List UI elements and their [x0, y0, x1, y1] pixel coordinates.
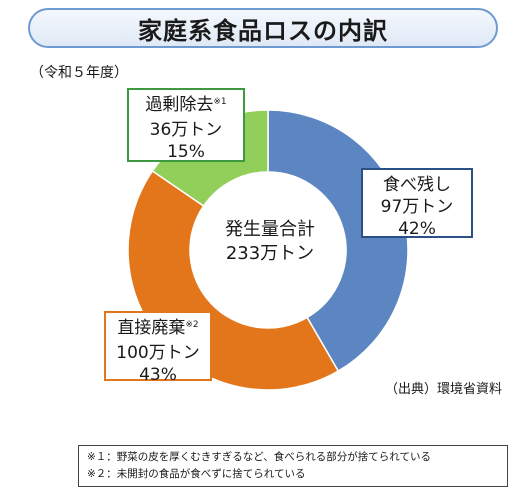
center-total-label: 発生量合計 233万トン: [185, 218, 355, 266]
footnote-marker: ※2: [185, 320, 199, 330]
chart-title: 家庭系食品ロスの内訳: [138, 16, 388, 45]
label-box-excess-removal: 過剰除去※1 36万トン 15%: [127, 88, 245, 162]
category-percent: 43%: [139, 365, 177, 385]
category-value: 36万トン: [149, 120, 223, 140]
center-total-title: 発生量合計: [225, 219, 315, 240]
fiscal-year-label: （令和５年度）: [30, 65, 128, 81]
center-total-value: 233万トン: [225, 243, 315, 264]
title-banner: 家庭系食品ロスの内訳: [28, 8, 498, 48]
category-name: 直接廃棄: [117, 318, 186, 338]
footnote-2: ※２：未開封の食品が食べずに捨てられている: [87, 468, 306, 480]
category-percent: 42%: [398, 219, 436, 239]
footnotes-box: ※１：野菜の皮を厚くむきすぎるなど、食べられる部分が捨てられている ※２：未開封…: [78, 445, 508, 487]
source-credit: （出典）環境省資料: [384, 382, 502, 397]
category-value: 100万トン: [116, 343, 200, 363]
label-box-direct-disposal: 直接廃棄※2 100万トン 43%: [104, 311, 212, 385]
category-name: 食べ残し: [383, 175, 451, 195]
label-box-leftovers: 食べ残し 97万トン 42%: [361, 168, 473, 239]
category-name: 過剰除去: [145, 95, 214, 115]
footnote-marker: ※1: [213, 97, 227, 107]
category-percent: 15%: [167, 142, 205, 162]
footnote-1: ※１：野菜の皮を厚くむきすぎるなど、食べられる部分が捨てられている: [87, 451, 431, 463]
category-value: 97万トン: [380, 197, 454, 217]
